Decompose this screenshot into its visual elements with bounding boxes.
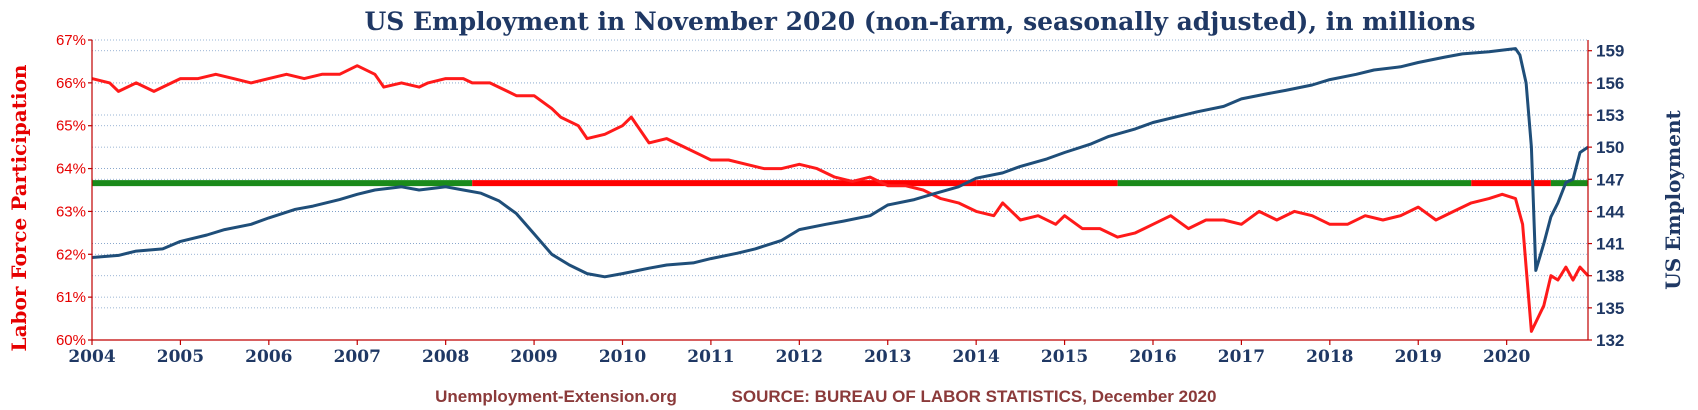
x-ticks: 2004 2005 2006 2007 2008 2009 2010 2011 2012 2013… bbox=[68, 340, 1530, 367]
x-tick-label: 2010 bbox=[599, 347, 646, 367]
gridlines bbox=[92, 39, 1588, 341]
y-tick-label-right: 159 bbox=[1596, 42, 1624, 61]
y-axis-label-left: Labor Force Participation bbox=[7, 64, 31, 351]
y-tick-label-right: 141 bbox=[1596, 235, 1624, 254]
series-lines bbox=[91, 47, 1590, 333]
participation-series-line bbox=[91, 64, 1590, 333]
x-tick-label: 2011 bbox=[687, 347, 734, 367]
y-tick-label-left: 65% bbox=[56, 118, 86, 135]
y-tick-label-left: 62% bbox=[56, 246, 86, 263]
x-tick-label: 2019 bbox=[1395, 347, 1442, 367]
y-tick-label-left: 63% bbox=[56, 203, 86, 220]
x-tick-label: 2004 bbox=[68, 347, 115, 367]
y-tick-label-right: 156 bbox=[1596, 74, 1624, 93]
y-tick-label-right: 144 bbox=[1596, 202, 1625, 221]
chart-title: US Employment in November 2020 (non-farm… bbox=[365, 7, 1476, 36]
footer-source: SOURCE: BUREAU OF LABOR STATISTICS, Dece… bbox=[732, 387, 1217, 406]
footer-site: Unemployment-Extension.org bbox=[435, 387, 677, 406]
x-tick-label: 2005 bbox=[157, 347, 204, 367]
employment-series-line bbox=[91, 47, 1589, 279]
y-tick-label-right: 150 bbox=[1596, 138, 1624, 157]
y-tick-label-right: 135 bbox=[1596, 299, 1624, 318]
y-tick-label-left: 66% bbox=[56, 75, 86, 92]
x-tick-label: 2014 bbox=[952, 347, 999, 367]
x-tick-label: 2006 bbox=[245, 347, 292, 367]
x-tick-label: 2020 bbox=[1483, 347, 1530, 367]
y-tick-label-left: 64% bbox=[56, 161, 86, 178]
y-tick-label-right: 147 bbox=[1596, 170, 1624, 189]
y-tick-label-right: 138 bbox=[1596, 267, 1624, 286]
y-ticks-right: 132 135 138 141 144 147 150 153 156 159 bbox=[1588, 42, 1625, 350]
y-tick-label-left: 67% bbox=[56, 32, 86, 49]
y-ticks-left: 60% 61% 62% 63% 64% 65% 66% 67% bbox=[56, 32, 92, 349]
x-tick-label: 2015 bbox=[1041, 347, 1088, 367]
y-tick-label-right: 132 bbox=[1596, 331, 1624, 350]
axes bbox=[91, 40, 1589, 341]
x-tick-label: 2016 bbox=[1129, 347, 1176, 367]
y-axis-label-right: US Employment bbox=[1661, 110, 1685, 290]
x-tick-label: 2007 bbox=[334, 347, 381, 367]
x-tick-label: 2008 bbox=[422, 347, 469, 367]
x-tick-label: 2012 bbox=[776, 347, 823, 367]
y-tick-label-left: 61% bbox=[56, 289, 86, 306]
x-tick-label: 2018 bbox=[1306, 347, 1353, 367]
x-tick-label: 2009 bbox=[510, 347, 557, 367]
x-tick-label: 2017 bbox=[1218, 347, 1265, 367]
y-tick-label-right: 153 bbox=[1596, 106, 1624, 125]
y-tick-label-left: 60% bbox=[56, 332, 86, 349]
x-tick-label: 2013 bbox=[864, 347, 911, 367]
